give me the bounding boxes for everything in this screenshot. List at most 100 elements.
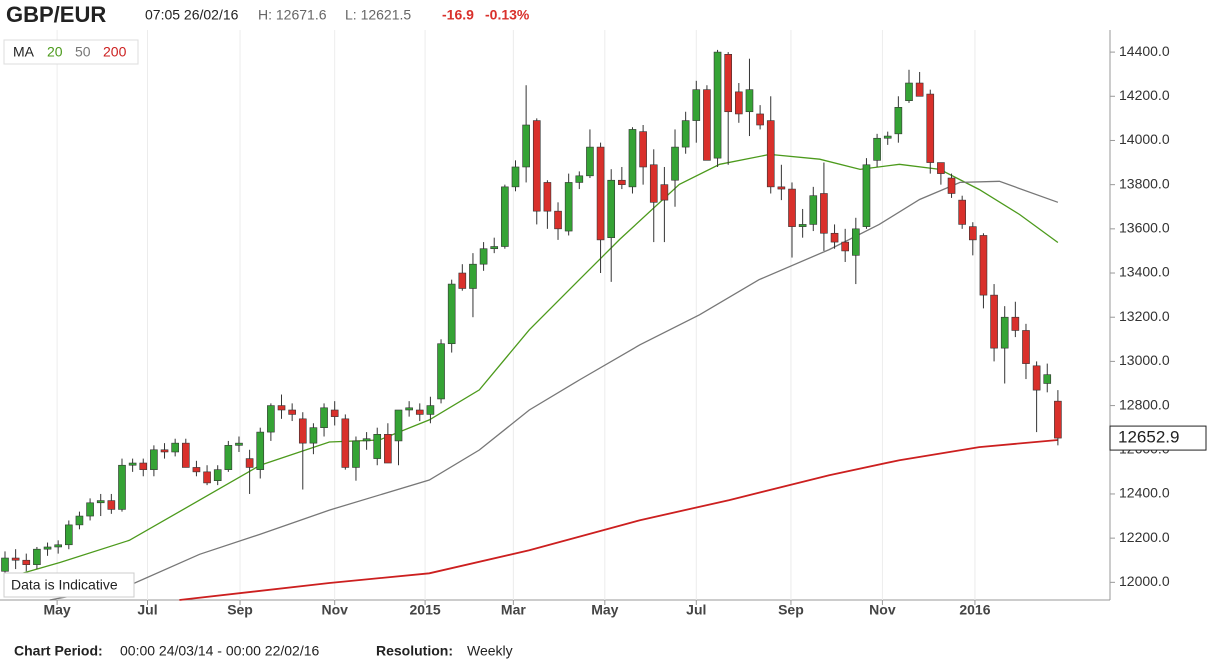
candle-body [362, 438, 371, 442]
candle-body [905, 82, 913, 101]
candle-body [586, 146, 594, 177]
candle-body [224, 445, 233, 470]
note-box [3, 572, 135, 598]
y-tick-label: 13200.0 [1119, 308, 1170, 324]
candle-body [150, 449, 158, 470]
x-tick-label: Jul [137, 602, 157, 618]
candle-body [979, 235, 988, 296]
resolution-label: Resolution: [376, 643, 453, 659]
candle-body [1032, 365, 1041, 391]
last-price-label: 12652.9 [1118, 428, 1179, 447]
candle-body [873, 137, 881, 161]
candle-body [511, 166, 520, 188]
x-tick-label: Sep [227, 602, 253, 618]
pair-title: GBP/EUR [6, 2, 106, 27]
x-tick-label: Mar [501, 602, 526, 618]
candle-body [777, 186, 786, 190]
candle-body [937, 162, 945, 174]
candle-body [809, 195, 818, 225]
candle-body [564, 182, 573, 232]
x-tick-label: 2016 [959, 602, 990, 618]
candle-body [277, 405, 286, 411]
candle-body [1043, 374, 1052, 384]
candle-body [852, 228, 860, 256]
candle-body [522, 124, 530, 168]
resolution: Weekly [467, 643, 513, 659]
y-tick-label: 12400.0 [1119, 485, 1170, 501]
candle-body [788, 188, 796, 227]
candle-body [830, 232, 839, 243]
candle-body [841, 241, 849, 252]
candle-body [798, 224, 807, 227]
candle-body [181, 442, 190, 468]
candle-body [543, 182, 552, 212]
candle-body [766, 120, 775, 188]
candle-body [554, 210, 562, 230]
y-tick-label: 13400.0 [1119, 264, 1170, 280]
candle-body [501, 186, 509, 247]
candle-body [692, 89, 701, 121]
legend-label: 50 [75, 44, 91, 60]
candle-body [671, 146, 679, 181]
candle-body [1022, 330, 1030, 364]
candle-body [958, 199, 966, 225]
candle-body [267, 405, 275, 433]
candle-body [820, 193, 828, 234]
candle-body [1, 557, 9, 572]
low-value: L: 12621.5 [345, 7, 411, 23]
moving-average-line [49, 180, 1059, 601]
candle-body [735, 91, 743, 115]
candle-body [724, 54, 733, 113]
candle-body [75, 515, 84, 526]
candle-body [213, 469, 222, 481]
candle-body [139, 462, 148, 470]
last-price-box [1109, 425, 1207, 451]
candle-body [330, 409, 339, 417]
y-tick-label: 12800.0 [1119, 396, 1170, 412]
candle-body [618, 179, 626, 185]
x-tick-label: Sep [778, 602, 804, 618]
y-tick-label: 13600.0 [1119, 220, 1170, 236]
y-tick-label: 14400.0 [1119, 43, 1170, 59]
candle-body [681, 120, 690, 148]
candle-body [373, 434, 382, 459]
y-tick-label: 12200.0 [1119, 529, 1170, 545]
plot: May Jul Sep Nov 2015 Mar May Jul Sep Nov 2016 12000… [1, 30, 1207, 618]
candle-body [415, 409, 424, 415]
candle-body [309, 427, 318, 444]
legend-box [3, 39, 139, 65]
candle-body [128, 462, 137, 466]
candle-body [649, 164, 658, 203]
candle-body [405, 407, 413, 411]
x-tick-label: May [43, 602, 70, 618]
change-percent: -0.13% [485, 7, 530, 23]
candle-body [320, 407, 328, 428]
candle-body [713, 51, 722, 159]
candle-body [1011, 316, 1020, 331]
timestamp: 07:05 26/02/16 [145, 7, 239, 23]
period-label: Chart Period: [14, 643, 103, 659]
period: 00:00 24/03/14 - 00:00 22/02/16 [120, 643, 319, 659]
x-tick-label: 2015 [410, 602, 441, 618]
candle-body [245, 458, 254, 468]
candle-body [575, 175, 584, 183]
candle-body [968, 226, 977, 241]
moving-average-line [179, 439, 1058, 601]
candle-body [203, 471, 211, 484]
y-tick-label: 13800.0 [1119, 175, 1170, 191]
candle-body [288, 409, 296, 415]
y-tick-label: 12000.0 [1119, 573, 1170, 589]
x-tick-label: Nov [869, 602, 896, 618]
candle-body [479, 248, 488, 265]
candle-body [926, 93, 935, 163]
candle-body [352, 440, 360, 468]
candle-body [639, 131, 647, 168]
candle-body [628, 129, 637, 188]
x-tick-label: Jul [686, 602, 706, 618]
candle-body [384, 434, 392, 464]
candle-body [1054, 400, 1062, 439]
candle-body [171, 442, 179, 453]
change: -16.9 [442, 7, 474, 23]
candle-body [341, 418, 350, 468]
